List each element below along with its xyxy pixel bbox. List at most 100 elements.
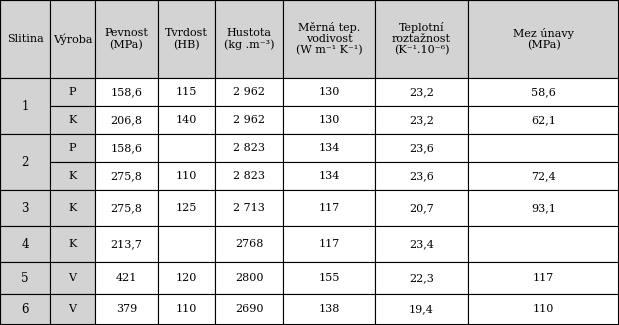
Text: 72,4: 72,4	[531, 171, 556, 181]
Bar	[283, 190, 375, 226]
Text: 2 823: 2 823	[233, 143, 265, 153]
Bar	[50, 226, 95, 262]
Text: 158,6: 158,6	[111, 143, 142, 153]
Bar	[50, 294, 95, 325]
Bar	[50, 106, 95, 134]
Bar	[158, 106, 215, 134]
Text: P: P	[69, 143, 76, 153]
Bar	[95, 190, 158, 226]
Bar	[468, 162, 619, 190]
Text: (HB): (HB)	[173, 39, 200, 50]
Text: 117: 117	[318, 239, 340, 249]
Bar	[283, 226, 375, 262]
Bar	[375, 78, 468, 106]
Text: P: P	[69, 87, 76, 97]
Text: 2 962: 2 962	[233, 115, 265, 125]
Text: 2 962: 2 962	[233, 87, 265, 97]
Text: 130: 130	[318, 87, 340, 97]
Text: (MPa): (MPa)	[110, 39, 144, 50]
Bar	[95, 78, 158, 106]
Text: 120: 120	[176, 273, 197, 283]
Text: 110: 110	[176, 305, 197, 315]
Text: V: V	[69, 305, 77, 315]
Bar	[283, 262, 375, 294]
Bar	[283, 162, 375, 190]
Text: 20,7: 20,7	[409, 203, 434, 213]
Bar	[158, 294, 215, 325]
Bar	[283, 0, 375, 78]
Bar	[95, 0, 158, 78]
Bar	[0, 226, 50, 262]
Bar	[375, 262, 468, 294]
Text: 213,7: 213,7	[111, 239, 142, 249]
Bar	[0, 294, 50, 325]
Text: 58,6: 58,6	[531, 87, 556, 97]
Text: 2690: 2690	[235, 305, 263, 315]
Bar	[283, 78, 375, 106]
Bar	[468, 78, 619, 106]
Text: 275,8: 275,8	[111, 203, 142, 213]
Text: 379: 379	[116, 305, 137, 315]
Bar	[283, 294, 375, 325]
Bar	[468, 190, 619, 226]
Text: 2 713: 2 713	[233, 203, 265, 213]
Bar	[50, 262, 95, 294]
Text: Slitina: Slitina	[7, 34, 43, 44]
Bar	[50, 190, 95, 226]
Bar	[95, 294, 158, 325]
Bar	[215, 262, 283, 294]
Bar	[375, 134, 468, 162]
Text: 5: 5	[21, 271, 28, 284]
Text: V: V	[69, 273, 77, 283]
Bar	[215, 190, 283, 226]
Text: K: K	[68, 203, 77, 213]
Text: 206,8: 206,8	[111, 115, 142, 125]
Bar	[158, 0, 215, 78]
Text: (K⁻¹.10⁻⁶): (K⁻¹.10⁻⁶)	[394, 45, 449, 55]
Text: 115: 115	[176, 87, 197, 97]
Bar	[375, 106, 468, 134]
Text: Teplotní: Teplotní	[399, 22, 444, 33]
Text: 140: 140	[176, 115, 197, 125]
Text: 3: 3	[21, 202, 28, 214]
Bar	[158, 162, 215, 190]
Text: 110: 110	[533, 305, 554, 315]
Text: (MPa): (MPa)	[527, 39, 560, 50]
Text: 2 823: 2 823	[233, 171, 265, 181]
Bar	[215, 106, 283, 134]
Bar	[50, 134, 95, 162]
Bar	[215, 226, 283, 262]
Bar	[158, 262, 215, 294]
Bar	[468, 106, 619, 134]
Bar	[0, 78, 50, 134]
Bar	[215, 0, 283, 78]
Text: 158,6: 158,6	[111, 87, 142, 97]
Bar	[375, 226, 468, 262]
Text: 1: 1	[21, 99, 28, 112]
Text: roztažnost: roztažnost	[392, 34, 451, 44]
Bar	[50, 0, 95, 78]
Bar	[50, 78, 95, 106]
Bar	[215, 294, 283, 325]
Text: 138: 138	[318, 305, 340, 315]
Text: 2768: 2768	[235, 239, 263, 249]
Text: 22,3: 22,3	[409, 273, 434, 283]
Text: Hustota: Hustota	[227, 28, 272, 38]
Text: Výroba: Výroba	[53, 33, 92, 45]
Bar	[0, 190, 50, 226]
Text: K: K	[68, 171, 77, 181]
Text: 62,1: 62,1	[531, 115, 556, 125]
Bar	[95, 134, 158, 162]
Text: 6: 6	[21, 303, 28, 316]
Text: Tvrdost: Tvrdost	[165, 28, 208, 38]
Text: (W m⁻¹ K⁻¹): (W m⁻¹ K⁻¹)	[296, 45, 362, 55]
Text: 125: 125	[176, 203, 197, 213]
Text: 117: 117	[318, 203, 340, 213]
Bar	[283, 134, 375, 162]
Text: Mez únavy: Mez únavy	[513, 28, 574, 39]
Text: 93,1: 93,1	[531, 203, 556, 213]
Bar	[468, 262, 619, 294]
Bar	[468, 0, 619, 78]
Text: (kg .m⁻³): (kg .m⁻³)	[223, 39, 274, 50]
Bar	[50, 162, 95, 190]
